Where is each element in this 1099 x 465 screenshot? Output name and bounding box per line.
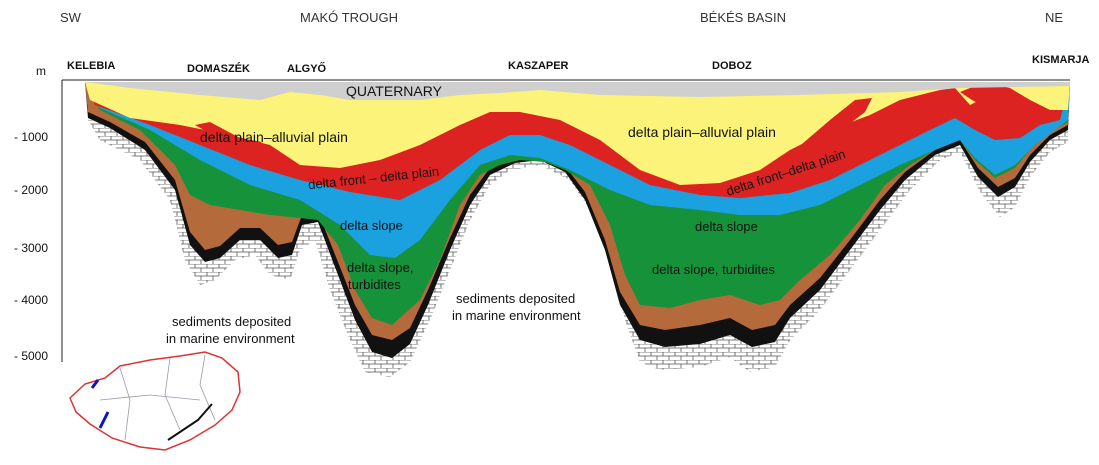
delta-front-tongue — [195, 122, 262, 148]
unit-label: delta slope — [695, 219, 758, 234]
unit-label: in marine environment — [452, 308, 581, 323]
header: NE — [1045, 10, 1063, 25]
depth-label: - 4000 — [14, 293, 48, 307]
unit-label: QUATERNARY — [346, 83, 443, 99]
unit-label: delta slope, — [347, 260, 414, 275]
unit-label: delta plain–alluvial plain — [200, 129, 348, 145]
delta-plain — [85, 82, 1070, 185]
header: BÉKÉS BASIN — [700, 10, 786, 25]
depth-label: - 2000 — [14, 183, 48, 197]
unit-label: delta plain–alluvial plain — [628, 124, 776, 140]
unit-label: in marine environment — [166, 331, 295, 346]
unit-label: delta slope — [340, 218, 403, 233]
locality: ALGYŐ — [287, 62, 327, 75]
location-map — [69, 351, 241, 451]
quaternary — [85, 82, 1070, 100]
locality: DOMASZÉK — [187, 62, 250, 75]
unit-label: turbidites — [348, 277, 401, 292]
locality: DOBOZ — [712, 60, 752, 72]
header: SW — [60, 10, 82, 25]
locality: KELEBIA — [67, 60, 115, 72]
depth-label: - 5000 — [14, 349, 48, 363]
header: MAKÓ TROUGH — [300, 10, 398, 25]
locality: KISMARJA — [1032, 54, 1090, 66]
unit-label: sediments deposited — [456, 291, 575, 306]
unit-label: delta slope, turbidites — [652, 262, 775, 277]
depth-label: - 3000 — [14, 241, 48, 255]
depth-label: - 1000 — [14, 130, 48, 144]
depth-unit: m — [36, 64, 46, 78]
locality: KASZAPER — [508, 60, 569, 72]
delta-front-tongue — [795, 98, 872, 155]
delta-front-tongue — [960, 82, 1030, 112]
unit-label: sediments deposited — [172, 314, 291, 329]
layers — [85, 82, 1070, 377]
